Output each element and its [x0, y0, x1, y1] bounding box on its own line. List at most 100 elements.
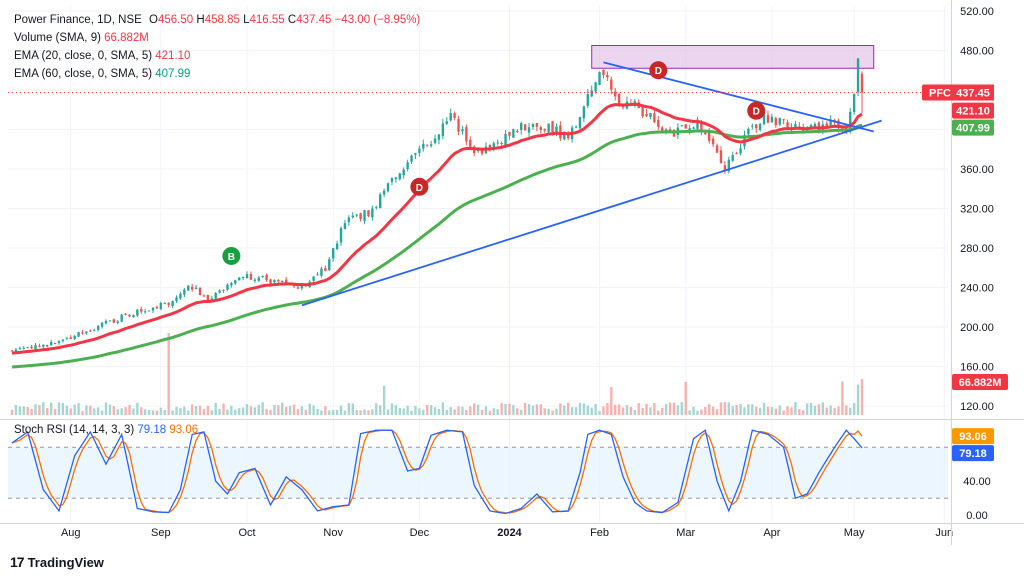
candle: [112, 318, 116, 323]
volume-bar: [610, 387, 613, 415]
volume-bar: [269, 410, 272, 415]
candle: [359, 212, 362, 222]
candle-body: [633, 101, 637, 104]
candle: [602, 69, 605, 79]
volume-bar: [194, 406, 198, 415]
volume-bar: [10, 409, 14, 415]
volume-bar: [292, 404, 296, 415]
volume-bar: [680, 402, 684, 415]
candle-body: [606, 74, 609, 78]
candle: [339, 226, 343, 246]
candle: [367, 209, 370, 218]
volume-bar: [559, 403, 562, 415]
brand-name: TradingView: [27, 554, 104, 570]
volume-bar: [539, 404, 542, 415]
candle-body: [371, 208, 374, 218]
volume-price-tag: 66.882M: [952, 374, 1008, 390]
stoch-rsi-d-line: [11, 429, 863, 514]
candle-body: [829, 119, 832, 126]
candle-body: [778, 118, 781, 125]
candle-body: [410, 155, 413, 162]
last-price-tag: PFC 437.45: [922, 84, 994, 101]
candle-body: [143, 311, 147, 313]
ema60-label: EMA (60, close, 0, SMA, 5): [14, 68, 153, 80]
volume-bar: [621, 407, 625, 415]
candle: [457, 115, 460, 136]
tradingview-brand[interactable]: 17 TradingView: [10, 554, 104, 570]
volume-bar: [378, 405, 382, 415]
volume-bar: [304, 409, 307, 415]
time-axis-tick-label: May: [844, 527, 865, 539]
price-tag-bg: [952, 102, 994, 119]
price-tag-value: 407.99: [956, 123, 990, 135]
time-axis-tick-label: Jun: [935, 527, 953, 539]
price-tag-bg: [952, 428, 994, 445]
volume-bar: [617, 404, 621, 415]
volume-bar: [241, 407, 245, 415]
candle: [241, 276, 245, 281]
price-axis-tick-label: 320.00: [960, 204, 994, 216]
candle: [273, 279, 276, 284]
candle-body: [500, 143, 503, 145]
volume-bar: [49, 402, 53, 415]
candle: [143, 309, 147, 314]
candle-body: [222, 290, 225, 292]
candle-body: [598, 72, 601, 85]
candle-body: [22, 348, 25, 350]
candle-body: [755, 124, 758, 129]
volume-bar: [253, 407, 257, 415]
volume-bar: [418, 408, 421, 415]
candle: [559, 121, 562, 142]
candle-body: [214, 293, 217, 299]
volume-bar: [496, 409, 499, 415]
candle: [543, 128, 546, 133]
volume-bar: [825, 407, 828, 415]
candle-body: [277, 280, 280, 282]
volume-bar: [163, 409, 166, 415]
volume-bar: [375, 403, 378, 415]
candle: [453, 111, 456, 121]
candle: [696, 116, 699, 131]
candle: [598, 71, 601, 86]
candle-body: [175, 297, 178, 301]
candle-body: [465, 127, 468, 142]
candle: [77, 331, 80, 338]
candle: [163, 302, 166, 305]
candle: [378, 192, 382, 209]
volume-bar: [132, 408, 135, 415]
candle: [347, 215, 351, 226]
candle-body: [688, 128, 691, 131]
candle: [653, 109, 656, 124]
volume-bar: [527, 404, 531, 415]
candle-body: [696, 119, 699, 129]
volume-bar: [805, 403, 809, 415]
candle-body: [559, 125, 562, 139]
candle: [523, 124, 527, 131]
candle-body: [449, 113, 452, 121]
volume-bar: [817, 404, 821, 415]
volume-bar: [116, 409, 119, 415]
candle: [151, 307, 155, 314]
candle: [10, 349, 14, 352]
candle-body: [860, 73, 864, 93]
candle: [508, 131, 511, 140]
candle: [198, 287, 202, 296]
volume-bar: [688, 410, 691, 415]
volume-bar: [42, 402, 45, 415]
candle-body: [508, 131, 511, 136]
volume-bar: [414, 405, 417, 415]
candle: [586, 89, 589, 109]
candle: [782, 118, 785, 125]
ema20-price-tag: 421.10: [952, 102, 994, 119]
volume-bar: [167, 333, 170, 415]
candle-body: [567, 132, 570, 139]
volume-bar: [61, 402, 65, 415]
volume-bar: [30, 409, 33, 415]
volume-label: Volume (SMA, 9): [14, 32, 101, 44]
candle: [226, 283, 229, 291]
volume-bar: [743, 407, 746, 415]
candle-body: [38, 345, 41, 347]
volume-bar: [265, 408, 268, 415]
candle-body: [574, 126, 578, 128]
candle: [202, 294, 206, 298]
